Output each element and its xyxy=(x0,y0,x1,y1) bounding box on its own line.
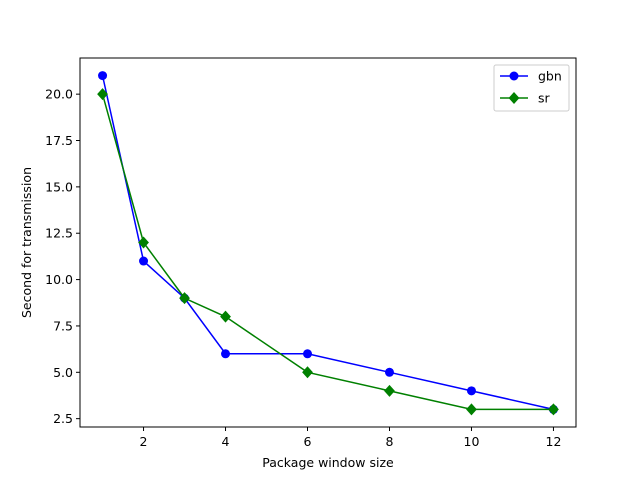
y-tick-label: 10.0 xyxy=(45,272,73,287)
gbn-series-line xyxy=(101,75,554,411)
sr-data-point xyxy=(466,403,477,416)
gbn-data-point xyxy=(466,386,476,396)
legend-label-gbn: gbn xyxy=(538,69,562,84)
sr-data-point xyxy=(179,292,190,305)
y-tick-label: 20.0 xyxy=(45,87,73,102)
x-axis-title: Package window size xyxy=(262,455,394,470)
x-tick-label: 12 xyxy=(546,434,562,449)
sr-data-point xyxy=(548,403,559,416)
y-tick-label: 15.0 xyxy=(45,179,73,194)
gbn-data-point xyxy=(303,349,313,359)
gbn-data-point xyxy=(384,367,394,377)
x-axis-ticks: 2 4 6 8 10 12 xyxy=(140,427,562,449)
series-layer xyxy=(97,71,559,416)
gbn-data-point xyxy=(98,71,108,81)
sr-data-point xyxy=(97,88,108,101)
y-tick-label: 2.5 xyxy=(53,411,73,426)
sr-data-point xyxy=(220,310,231,323)
x-tick-label: 4 xyxy=(222,434,230,449)
x-tick-label: 6 xyxy=(304,434,312,449)
legend-label-sr: sr xyxy=(538,91,551,106)
y-tick-label: 7.5 xyxy=(53,318,73,333)
x-tick-label: 8 xyxy=(386,434,394,449)
sr-series-line xyxy=(101,93,554,411)
y-tick-label: 5.0 xyxy=(53,365,73,380)
sr-data-point xyxy=(302,366,313,379)
legend-marker-gbn xyxy=(509,71,519,81)
gbn-data-point xyxy=(139,256,149,266)
plot-frame xyxy=(79,57,577,428)
plot-area xyxy=(80,58,576,427)
legend: gbn sr xyxy=(493,64,570,112)
x-tick-label: 2 xyxy=(140,434,148,449)
legend-marker-sr xyxy=(508,92,520,104)
sr-data-point xyxy=(138,236,149,249)
gbn-data-point xyxy=(221,349,231,359)
y-tick-label: 17.5 xyxy=(45,133,73,148)
y-axis-ticks: 2.5 5.0 7.5 10.0 12.5 15.0 17.5 20.0 xyxy=(45,87,80,426)
y-axis-title: Second for transmission xyxy=(19,167,34,318)
y-tick-label: 12.5 xyxy=(45,226,73,241)
sr-data-point xyxy=(384,384,395,397)
x-tick-label: 10 xyxy=(464,434,480,449)
